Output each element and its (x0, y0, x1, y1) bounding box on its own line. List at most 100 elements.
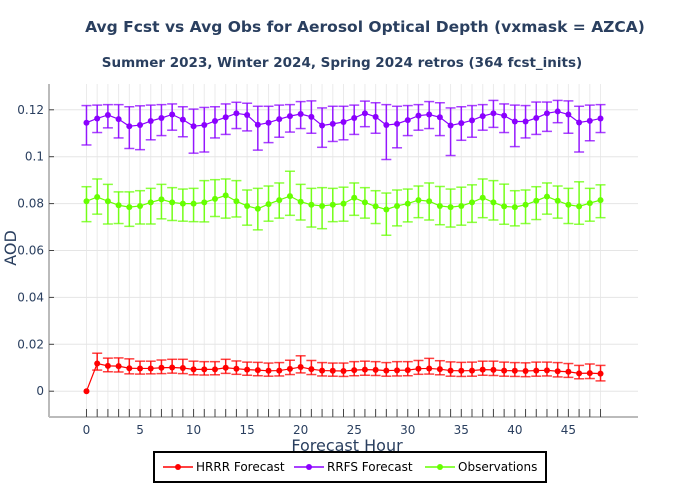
series-observations (81, 170, 606, 237)
data-point (137, 122, 144, 129)
data-point (201, 122, 208, 129)
data-point (469, 117, 476, 124)
data-point (254, 121, 261, 128)
x-tick-label: 35 (454, 423, 469, 437)
data-point (415, 365, 422, 372)
data-point (394, 202, 401, 209)
y-tick-label: 0.1 (25, 150, 44, 164)
data-point (104, 198, 111, 205)
data-point (201, 199, 208, 206)
x-tick-label: 0 (83, 423, 91, 437)
data-point (83, 119, 90, 126)
data-point (351, 367, 358, 374)
data-point (351, 194, 358, 201)
chart-title: Avg Fcst vs Avg Obs for Aerosol Optical … (85, 18, 645, 36)
data-point (501, 112, 508, 119)
x-tick-label: 15 (239, 423, 254, 437)
data-point (94, 194, 101, 201)
data-point (319, 122, 326, 129)
data-point (490, 110, 497, 117)
data-point (436, 366, 443, 373)
data-point (201, 366, 208, 373)
legend: HRRR Forecast RRFS Forecast Observations (153, 451, 547, 483)
series-layer (81, 99, 606, 395)
data-point (265, 367, 272, 374)
legend-label: RRFS Forecast (327, 460, 413, 474)
data-point (404, 200, 411, 207)
series-hrrr-forecast (83, 352, 606, 395)
y-axis-title: AOD (1, 230, 20, 266)
y-tick-label: 0.06 (17, 244, 44, 258)
data-point (265, 201, 272, 208)
data-point (490, 199, 497, 206)
data-point (415, 112, 422, 119)
data-point (286, 113, 293, 120)
data-point (233, 365, 240, 372)
data-point (104, 362, 111, 369)
data-point (115, 363, 122, 370)
y-tick-label: 0.04 (17, 290, 44, 304)
data-point (83, 388, 90, 395)
x-tick-label: 25 (347, 423, 362, 437)
x-tick-label: 5 (136, 423, 144, 437)
data-point (576, 370, 583, 377)
data-point (361, 366, 368, 373)
data-point (158, 196, 165, 203)
data-point (533, 367, 540, 374)
data-point (329, 367, 336, 374)
data-point (372, 113, 379, 120)
data-point (329, 120, 336, 127)
data-point (211, 366, 218, 373)
data-point (383, 206, 390, 213)
data-point (158, 115, 165, 122)
data-point (490, 366, 497, 373)
data-point (394, 367, 401, 374)
data-point (244, 366, 251, 373)
ticks: 0 0.02 0.04 0.06 0.08 0.1 0.12 0 5 10 15 20 25 30 35 40… (17, 103, 602, 437)
data-point (404, 117, 411, 124)
data-point (297, 198, 304, 205)
data-point (329, 201, 336, 208)
data-point (597, 197, 604, 204)
data-point (554, 108, 561, 115)
data-point (190, 123, 197, 130)
data-point (308, 201, 315, 208)
data-point (586, 370, 593, 377)
data-point (244, 202, 251, 209)
data-point (447, 204, 454, 211)
data-point (469, 367, 476, 374)
data-point (586, 117, 593, 124)
data-point (522, 201, 529, 208)
legend-label: Observations (458, 460, 537, 474)
data-point (276, 197, 283, 204)
data-point (576, 119, 583, 126)
data-point (565, 111, 572, 118)
data-point (276, 116, 283, 123)
data-point (543, 110, 550, 117)
data-point (115, 202, 122, 209)
data-point (233, 198, 240, 205)
data-point (254, 205, 261, 212)
data-point (372, 366, 379, 373)
data-point (458, 367, 465, 374)
x-axis-title: Forecast Hour (291, 436, 403, 455)
x-tick-label: 20 (293, 423, 308, 437)
data-point (372, 203, 379, 210)
data-point (222, 114, 229, 121)
data-point (126, 365, 133, 372)
data-point (308, 366, 315, 373)
data-point (169, 364, 176, 371)
data-point (340, 368, 347, 375)
x-tick-label: 10 (186, 423, 201, 437)
data-point (458, 202, 465, 209)
data-point (361, 110, 368, 117)
data-point (426, 111, 433, 118)
data-point (115, 116, 122, 123)
data-point (426, 365, 433, 372)
y-tick-label: 0.12 (17, 103, 44, 117)
data-point (126, 204, 133, 211)
data-point (169, 199, 176, 206)
data-point (265, 119, 272, 126)
data-point (179, 116, 186, 123)
